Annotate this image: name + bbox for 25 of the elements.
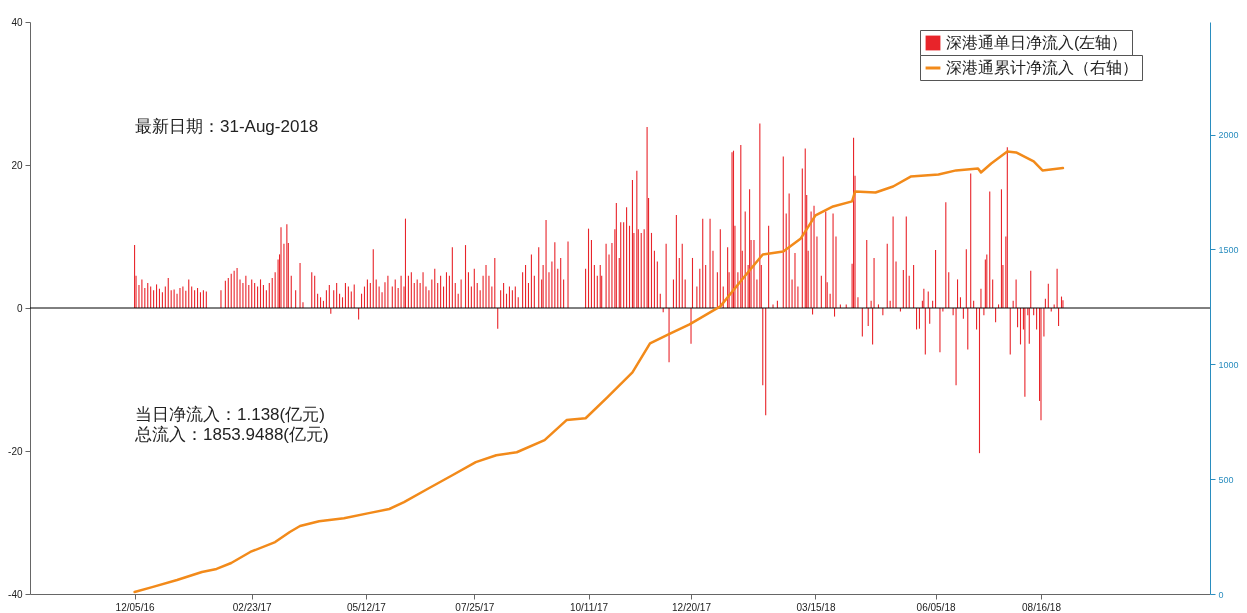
y2-tick-label: 2000 xyxy=(1218,130,1239,141)
y2-tick-label: 500 xyxy=(1218,474,1234,485)
legend-label: 深港通单日净流入(左轴） xyxy=(946,34,1128,51)
y-tick-label: 0 xyxy=(16,302,23,314)
y-tick-label: -20 xyxy=(8,445,23,457)
line-series xyxy=(133,150,1065,594)
x-tick-label: 10/11/17 xyxy=(569,601,609,613)
legend-label: 深港通累计净流入（右轴） xyxy=(946,59,1138,76)
annotation: 最新日期：31-Aug-2018 xyxy=(135,117,319,136)
y-tick-label: -40 xyxy=(8,588,23,600)
y2-tick-label: 0 xyxy=(1218,589,1224,600)
y2-tick-label: 1500 xyxy=(1218,244,1239,255)
y2-tick-label: 1000 xyxy=(1218,359,1239,370)
x-tick-label: 02/23/17 xyxy=(232,601,273,613)
x-tick-label: 03/15/18 xyxy=(796,601,836,613)
y-tick-label: 40 xyxy=(11,16,23,28)
x-tick-label: 12/20/17 xyxy=(672,601,712,613)
x-tick-label: 05/12/17 xyxy=(346,601,387,613)
y-tick-label: 20 xyxy=(11,159,23,171)
x-tick-label: 08/16/18 xyxy=(1022,601,1062,613)
annotation: 当日净流入：1.138(亿元) xyxy=(135,405,325,424)
x-tick-label: 06/05/18 xyxy=(916,601,956,613)
annotation: 总流入：1853.9488(亿元) xyxy=(134,425,329,444)
x-tick-label: 07/25/17 xyxy=(455,601,495,613)
x-tick-label: 12/05/16 xyxy=(115,601,155,613)
